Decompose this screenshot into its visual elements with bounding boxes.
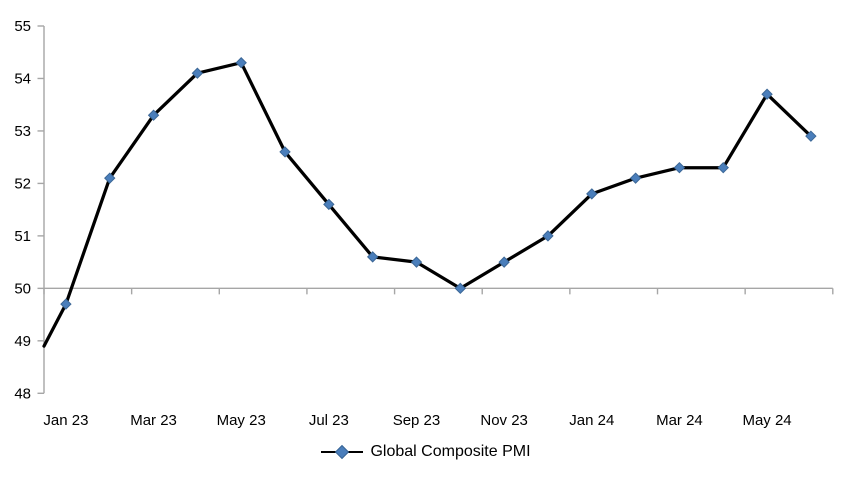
legend-line-sample	[321, 444, 364, 460]
pmi-data-point-marker	[629, 172, 642, 184]
pmi-data-point-marker	[586, 188, 598, 200]
x-tick-label: Nov 23	[480, 412, 528, 429]
pmi-data-point-marker	[498, 256, 510, 268]
pmi-data-point-marker	[279, 146, 291, 158]
legend-label: Global Composite PMI	[370, 443, 531, 460]
pmi-series-line	[42, 61, 813, 348]
pmi-data-point-marker	[366, 251, 379, 263]
pmi-data-point-marker	[323, 198, 335, 211]
y-tick-label: 50	[14, 281, 31, 298]
pmi-data-point-marker	[761, 88, 773, 100]
pmi-data-point-marker	[410, 256, 423, 268]
pmi-data-point-marker	[60, 298, 72, 310]
legend-marker-diamond-icon	[335, 444, 350, 460]
x-tick-label: Jul 23	[309, 412, 349, 429]
pmi-data-point-marker	[147, 109, 160, 121]
pmi-data-point-marker	[104, 172, 116, 184]
pmi-data-point-marker	[191, 67, 204, 79]
pmi-data-point-marker	[235, 57, 247, 69]
x-tick-label: May 23	[217, 412, 266, 429]
x-tick-label: May 24	[742, 412, 791, 429]
legend: Global Composite PMI	[0, 441, 852, 463]
y-tick-label: 48	[14, 385, 31, 402]
y-tick-label: 54	[14, 71, 31, 88]
y-tick-label: 55	[14, 18, 31, 35]
x-tick-label: Jan 23	[43, 412, 88, 429]
y-tick-label: 51	[14, 228, 31, 245]
x-tick-label: Mar 24	[656, 412, 703, 429]
pmi-data-point-marker	[673, 161, 686, 174]
y-tick-label: 53	[14, 123, 31, 140]
pmi-data-point-marker	[542, 230, 554, 242]
x-tick-label: Sep 23	[393, 412, 441, 429]
x-tick-label: Jan 24	[569, 412, 614, 429]
pmi-data-point-marker	[805, 130, 817, 142]
y-tick-label: 49	[14, 333, 31, 350]
y-tick-label: 52	[14, 176, 31, 193]
x-tick-label: Mar 23	[130, 412, 177, 429]
pmi-data-point-marker	[454, 282, 467, 295]
pmi-data-point-marker	[717, 161, 729, 174]
